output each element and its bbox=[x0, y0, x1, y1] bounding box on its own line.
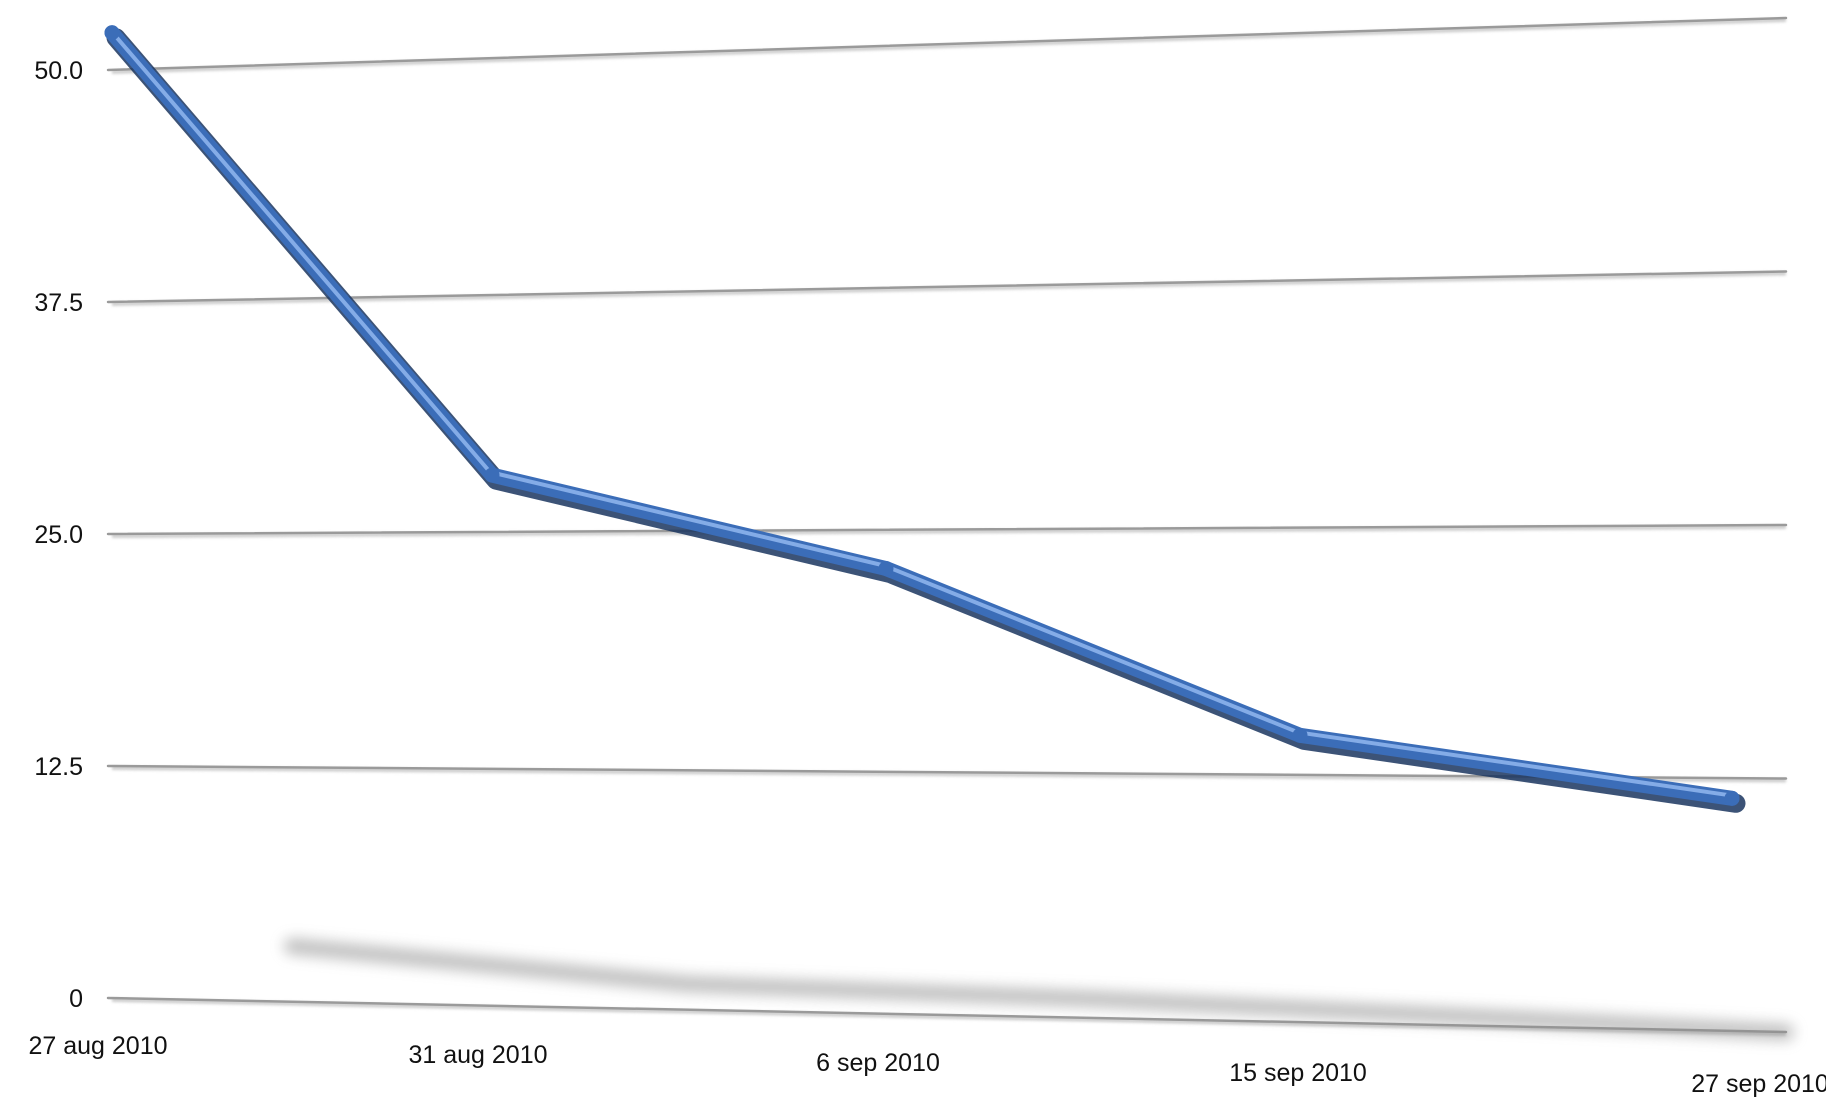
series-line-highlight bbox=[108, 27, 1732, 798]
y-tick-label: 25.0 bbox=[34, 521, 83, 549]
x-tick-label: 15 sep 2010 bbox=[1229, 1059, 1367, 1087]
y-tick-label: 12.5 bbox=[34, 753, 83, 781]
gridline bbox=[106, 523, 1788, 536]
gridline-shadow bbox=[111, 18, 1787, 74]
series-shadow bbox=[284, 938, 1794, 1041]
x-tick-label: 27 sep 2010 bbox=[1691, 1070, 1826, 1098]
gridline bbox=[106, 16, 1788, 72]
data-point-3 bbox=[1292, 727, 1308, 743]
series-layer bbox=[104, 25, 1746, 813]
data-point-2 bbox=[878, 561, 894, 577]
y-tick-label: 50.0 bbox=[34, 57, 83, 85]
gridline bbox=[106, 996, 1788, 1034]
gridline-shadow bbox=[111, 998, 1787, 1036]
data-point-0 bbox=[104, 25, 120, 41]
gridline-shadow bbox=[111, 525, 1787, 538]
gridlines bbox=[106, 16, 1788, 1036]
x-tick-label: 31 aug 2010 bbox=[408, 1041, 547, 1069]
x-axis-ticks: 27 aug 2010 31 aug 2010 6 sep 2010 15 sep 2… bbox=[28, 1032, 1826, 1098]
series-line bbox=[104, 25, 1740, 806]
gridline-shadow bbox=[111, 271, 1787, 306]
y-axis-ticks: 0 12.5 25.0 37.5 50.0 bbox=[34, 57, 83, 1013]
gridline bbox=[106, 270, 1788, 304]
data-point-1 bbox=[484, 467, 500, 483]
series-line-depth bbox=[106, 28, 1746, 813]
data-point-4 bbox=[1724, 790, 1740, 806]
y-tick-label: 37.5 bbox=[34, 289, 83, 317]
y-tick-label: 0 bbox=[69, 985, 83, 1013]
x-tick-label: 27 aug 2010 bbox=[28, 1032, 167, 1060]
series-ground-shadow bbox=[284, 938, 1794, 1041]
x-tick-label: 6 sep 2010 bbox=[816, 1049, 940, 1077]
